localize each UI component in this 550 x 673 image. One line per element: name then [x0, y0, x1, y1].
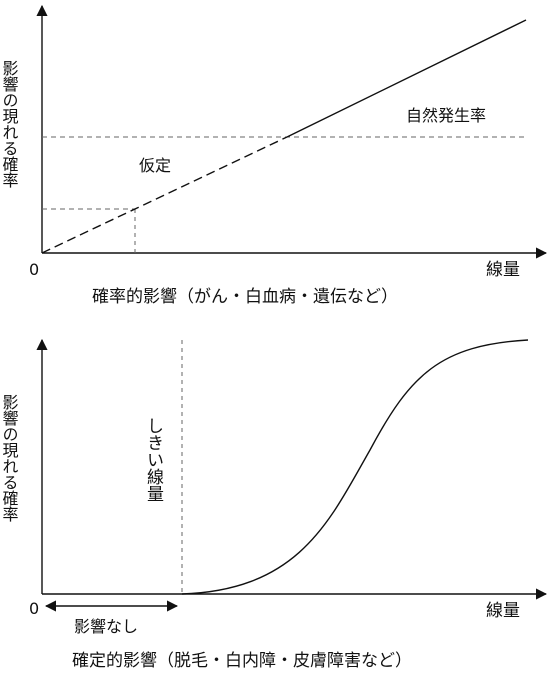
threshold-dose-label: しきい線量 [143, 417, 164, 502]
stochastic-caption: 確率的影響（がん・白血病・遺伝など） [92, 287, 398, 307]
bottom-x-axis-label: 線量 [486, 601, 520, 621]
top-origin-label: 0 [29, 260, 39, 279]
bottom-y-axis-label: 影響の現れる確率 [0, 394, 19, 522]
deterministic-effects-panel: 影響の現れる確率 しきい線量 0 線量 影響なし 確定的影響（脱毛・白内障・皮膚… [0, 338, 548, 671]
top-x-axis-label: 線量 [486, 260, 520, 280]
assumed-linear-segment [41, 136, 288, 254]
assumed-label: 仮定 [139, 156, 171, 175]
stochastic-effects-panel: 影響の現れる確率 0 線量 自然発生率 仮定 確率的影響（がん・白血病・遺伝など… [0, 4, 548, 307]
no-effect-label: 影響なし [74, 617, 138, 636]
sigmoid-response-curve [181, 339, 529, 595]
observed-linear-segment [286, 19, 527, 138]
bottom-origin-label: 0 [29, 599, 39, 618]
natural-incidence-label: 自然発生率 [406, 106, 486, 125]
top-y-axis-label: 影響の現れる確率 [0, 60, 19, 188]
deterministic-caption: 確定的影響（脱毛・白内障・皮膚障害など） [72, 651, 412, 671]
